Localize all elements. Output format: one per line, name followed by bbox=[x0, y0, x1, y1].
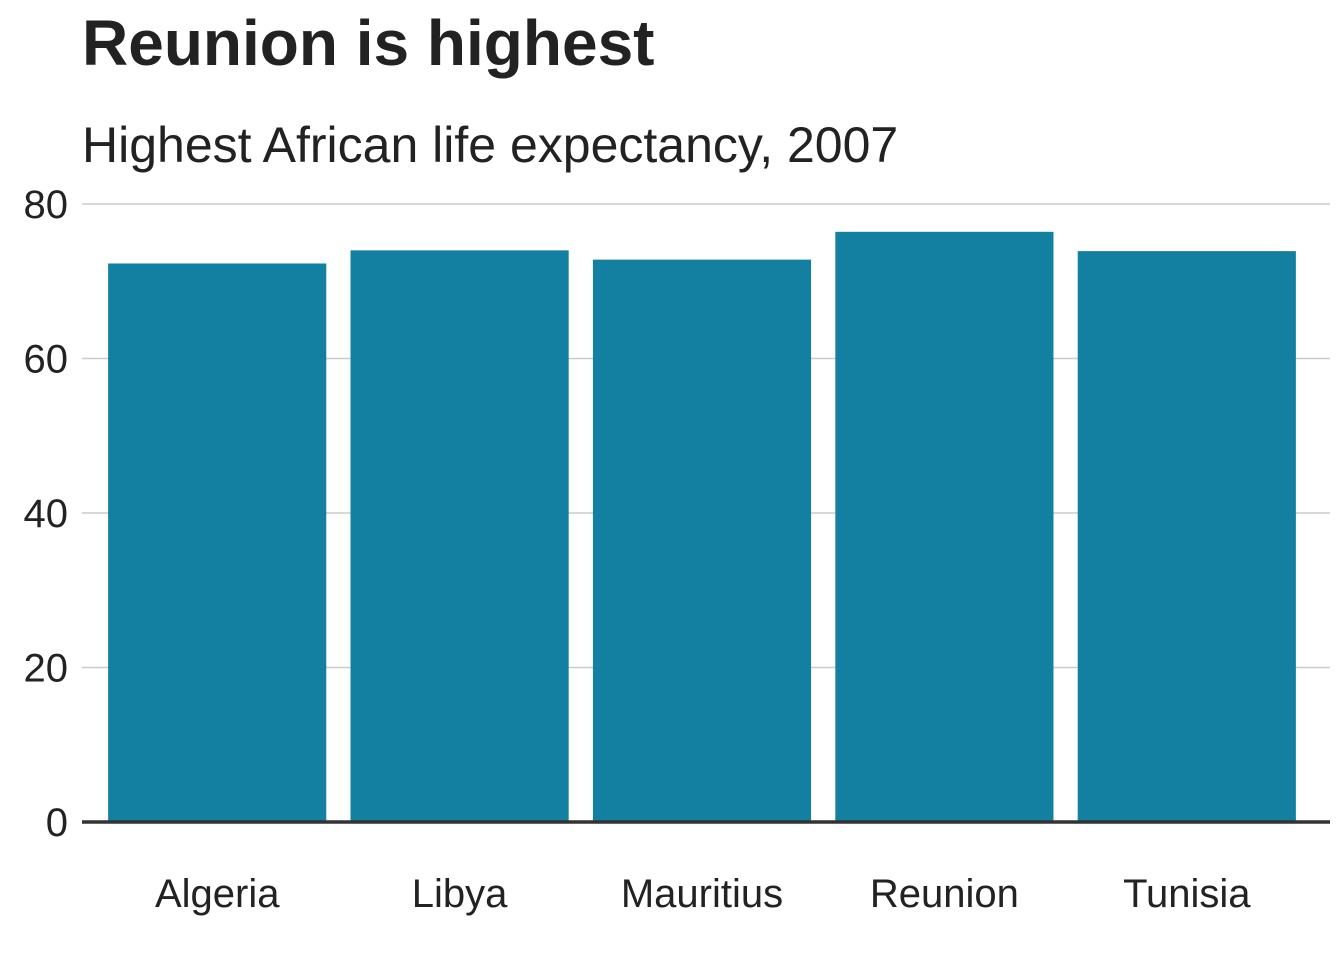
chart-title: Reunion is highest bbox=[82, 7, 655, 79]
bar-reunion bbox=[835, 231, 1054, 822]
y-tick-label: 40 bbox=[24, 492, 69, 536]
y-axis-tick-labels: 0 20 40 60 80 bbox=[24, 183, 69, 845]
y-tick-label: 60 bbox=[24, 338, 69, 382]
y-tick-label: 20 bbox=[24, 647, 69, 691]
bar-libya bbox=[350, 250, 569, 823]
bar-mauritius bbox=[592, 259, 812, 822]
x-tick-label: Tunisia bbox=[1123, 872, 1251, 916]
x-tick-label: Algeria bbox=[155, 872, 280, 916]
x-tick-label: Reunion bbox=[870, 872, 1019, 916]
x-axis-tick-labels: Algeria Libya Mauritius Reunion Tunisia bbox=[155, 872, 1251, 916]
x-tick-label: Mauritius bbox=[621, 872, 783, 916]
bar-tunisia bbox=[1077, 251, 1296, 822]
bars bbox=[108, 231, 1296, 823]
y-tick-label: 80 bbox=[24, 183, 69, 227]
bar-algeria bbox=[108, 263, 327, 822]
y-tick-label: 0 bbox=[46, 801, 68, 845]
x-tick-label: Libya bbox=[412, 872, 508, 916]
chart-subtitle: Highest African life expectancy, 2007 bbox=[82, 117, 899, 173]
